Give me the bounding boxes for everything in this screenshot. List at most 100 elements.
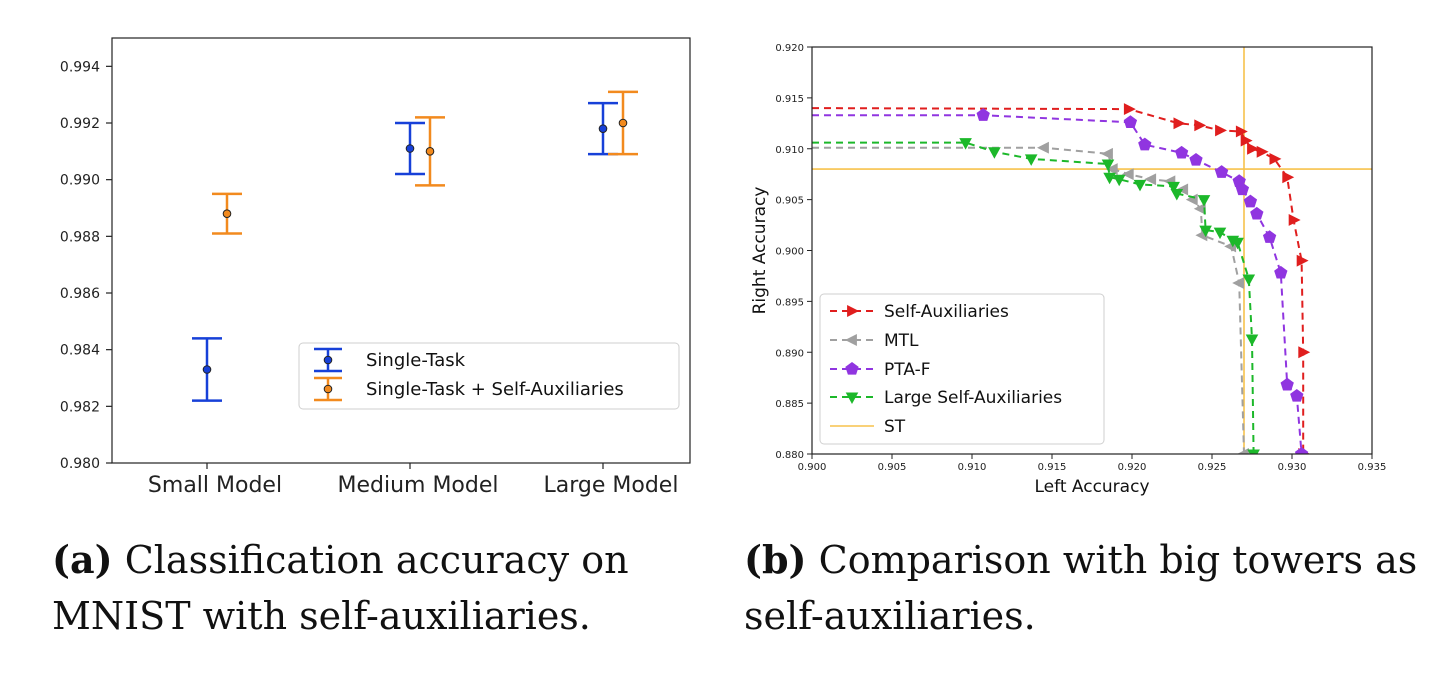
data-point	[1101, 159, 1115, 172]
legend-label: Single-Task	[366, 350, 466, 371]
y-tick-label: 0.895	[775, 297, 804, 308]
data-point	[1298, 346, 1311, 359]
data-point	[1185, 193, 1198, 206]
data-point	[988, 147, 1001, 159]
data-point	[1105, 163, 1118, 176]
data-point	[1121, 168, 1134, 181]
data-point	[1214, 165, 1229, 178]
data-point	[1274, 265, 1288, 279]
data-point	[1167, 181, 1180, 194]
legend-label: Single-Task + Self-Auxiliaries	[366, 379, 624, 400]
mean-point	[598, 124, 608, 133]
y-tick-label: 0.992	[60, 116, 100, 132]
data-point	[1256, 145, 1269, 158]
caption-b-tag: (b)	[744, 537, 807, 582]
mean-point	[202, 365, 212, 374]
y-tick-label: 0.982	[60, 399, 100, 415]
x-tick-label: 0.935	[1358, 462, 1387, 473]
y-tick-label: 0.984	[60, 343, 100, 359]
y-tick-label: 0.890	[775, 348, 804, 359]
data-point	[1296, 254, 1309, 267]
x-axis-title: Left Accuracy	[1035, 477, 1150, 497]
data-point	[1173, 117, 1186, 130]
legend-swatch-marker	[845, 392, 859, 404]
legend-swatch-marker	[845, 334, 857, 346]
series-pta-f	[812, 108, 1309, 454]
series-line	[812, 114, 1303, 454]
data-point	[1269, 152, 1282, 165]
chart-b: 0.900 0.905 0.910 0.915 0.920 0.925 0.930 0.935…	[750, 43, 1387, 497]
data-point	[1037, 141, 1049, 154]
error-bar	[415, 116, 445, 187]
y-tick-label: 0.905	[775, 196, 804, 207]
legend-b: Self-Auxiliaries MTL PTA-F Large Self-Auxil…	[819, 293, 1105, 445]
data-point	[1280, 377, 1294, 391]
x-tick-label: Large Model	[544, 473, 679, 498]
mean-point	[405, 144, 415, 153]
legend-swatch-marker	[847, 305, 859, 317]
data-point	[1174, 145, 1189, 159]
caption-a: (a) Classification accuracy on MNIST wit…	[52, 532, 712, 644]
data-point	[1101, 147, 1113, 160]
legend-swatch-marker	[845, 362, 859, 375]
data-point	[959, 138, 972, 150]
data-point	[1199, 225, 1212, 238]
data-point	[1235, 182, 1250, 196]
legend-box	[298, 342, 680, 410]
data-point	[1231, 237, 1244, 250]
legend-swatch-point	[323, 355, 333, 365]
y-tick-label: 0.900	[775, 247, 804, 258]
y-tick-label: 0.915	[775, 94, 804, 105]
caption-b-text: Comparison with big towers as self-auxil…	[744, 538, 1418, 638]
data-point	[1247, 142, 1259, 155]
x-tick-label: 0.915	[1038, 462, 1067, 473]
data-point	[1240, 134, 1253, 147]
error-bar	[395, 121, 425, 176]
legend-label: MTL	[884, 331, 919, 351]
data-point	[1294, 447, 1309, 454]
data-point	[1213, 227, 1227, 240]
caption-b: (b) Comparison with big towers as self-a…	[744, 532, 1424, 644]
data-point	[1133, 179, 1147, 192]
plot-area	[812, 47, 1372, 454]
x-tick-label: Medium Model	[337, 473, 498, 498]
chart-a: 0.980 0.982 0.984 0.986 0.988 0.990 0.992 0.994…	[60, 37, 691, 498]
y-tick-label: 0.980	[60, 456, 100, 472]
data-point	[1250, 206, 1264, 220]
y-tick-label: 0.986	[60, 286, 100, 302]
y-axis-title: Right Accuracy	[750, 187, 770, 315]
error-bar	[588, 101, 618, 156]
caption-a-tag: (a)	[52, 537, 113, 582]
series-line	[812, 107, 1305, 454]
y-tick-label: 0.994	[60, 59, 100, 75]
x-tick-label: 0.930	[1278, 462, 1307, 473]
y-tick-label: 0.910	[775, 145, 804, 156]
series-line	[812, 141, 1255, 454]
mean-point	[618, 118, 628, 128]
data-point	[1170, 188, 1184, 201]
plot-frame	[111, 37, 691, 464]
mean-point	[425, 147, 435, 156]
mean-point	[222, 209, 232, 218]
data-point	[1194, 119, 1207, 132]
data-point	[1144, 173, 1157, 186]
data-point	[1024, 154, 1038, 166]
y-tick-label: 0.988	[60, 229, 100, 245]
data-point	[1215, 124, 1227, 137]
legend-box	[819, 293, 1105, 445]
data-point	[1112, 174, 1126, 187]
data-point	[1123, 115, 1138, 128]
data-point	[1232, 277, 1245, 290]
data-point	[1245, 334, 1259, 347]
x-tick-label: 0.920	[1118, 462, 1147, 473]
y-tick-label: 0.990	[60, 173, 100, 189]
data-point	[1282, 171, 1295, 184]
data-point	[1288, 214, 1301, 226]
legend-swatch-point	[323, 384, 333, 394]
data-point	[1123, 103, 1136, 116]
data-point	[1243, 194, 1258, 208]
data-point	[1242, 274, 1256, 286]
x-tick-label: 0.900	[798, 462, 827, 473]
x-tick-label: Small Model	[148, 473, 282, 498]
legend-a: Single-Task Single-Task + Self-Auxiliarie…	[298, 342, 680, 410]
